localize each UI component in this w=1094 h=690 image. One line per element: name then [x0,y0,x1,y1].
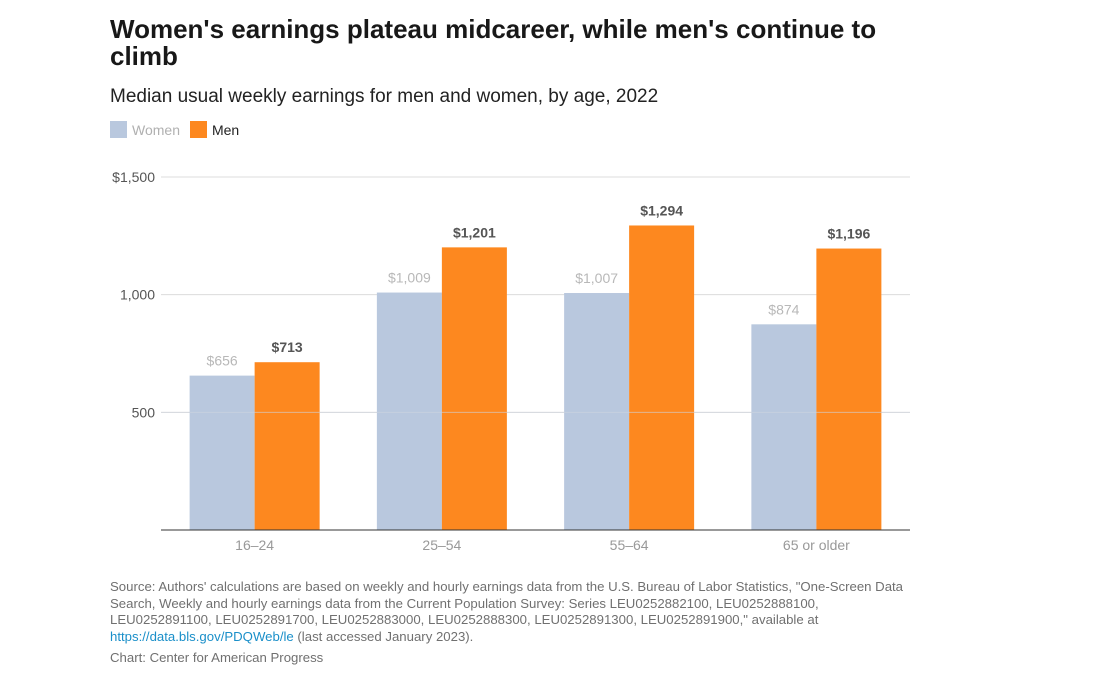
source-suffix: (last accessed January 2023). [293,628,474,644]
data-label-women: $1,007 [575,270,618,286]
y-tick-label: 1,000 [120,287,155,303]
legend-item-men[interactable]: Men [189,121,240,138]
chart-credit: Chart: Center for American Progress [110,650,324,665]
y-tick-label: 500 [132,404,156,420]
bar-men [629,225,695,530]
chart-title: Women's earnings plateau midcareer, whil… [110,14,877,71]
bar-women [564,293,630,530]
legend-label-men: Men [211,121,240,138]
source-note: Source: Authors' calculations are based … [110,579,910,645]
bar-men [254,362,320,530]
data-label-men: $1,294 [640,202,683,218]
bar-women [189,375,255,530]
source-text: Source: Authors' calculations are based … [110,579,904,627]
y-tick-label: $1,500 [112,169,155,185]
legend-swatch-men [189,121,207,138]
legend-swatch-women [110,121,127,138]
legend-label-women: Women [132,121,180,138]
data-label-women: $656 [207,353,238,369]
x-tick-label: 65 or older [783,537,850,553]
legend-item-women[interactable]: Women [110,121,180,138]
bar-women [751,324,817,530]
source-link[interactable]: https://data.bls.gov/PDQWeb/le [110,628,294,644]
x-tick-label: 16–24 [235,537,274,553]
x-tick-label: 55–64 [610,537,649,553]
data-label-women: $874 [768,301,799,317]
data-label-men: $713 [272,339,303,355]
bar-women [376,292,442,530]
bar-chart: 500 1,000 $1,500 $656 $713 16–24 $1,009 $1,201 2… [112,169,910,553]
bar-men [441,247,507,530]
bar-men [816,248,882,531]
data-label-men: $1,196 [827,226,870,242]
data-label-women: $1,009 [388,270,431,286]
data-label-men: $1,201 [453,224,496,240]
chart-legend: Women Men [110,121,249,138]
chart-subtitle: Median usual weekly earnings for men and… [110,86,659,107]
x-tick-label: 25–54 [422,537,461,553]
